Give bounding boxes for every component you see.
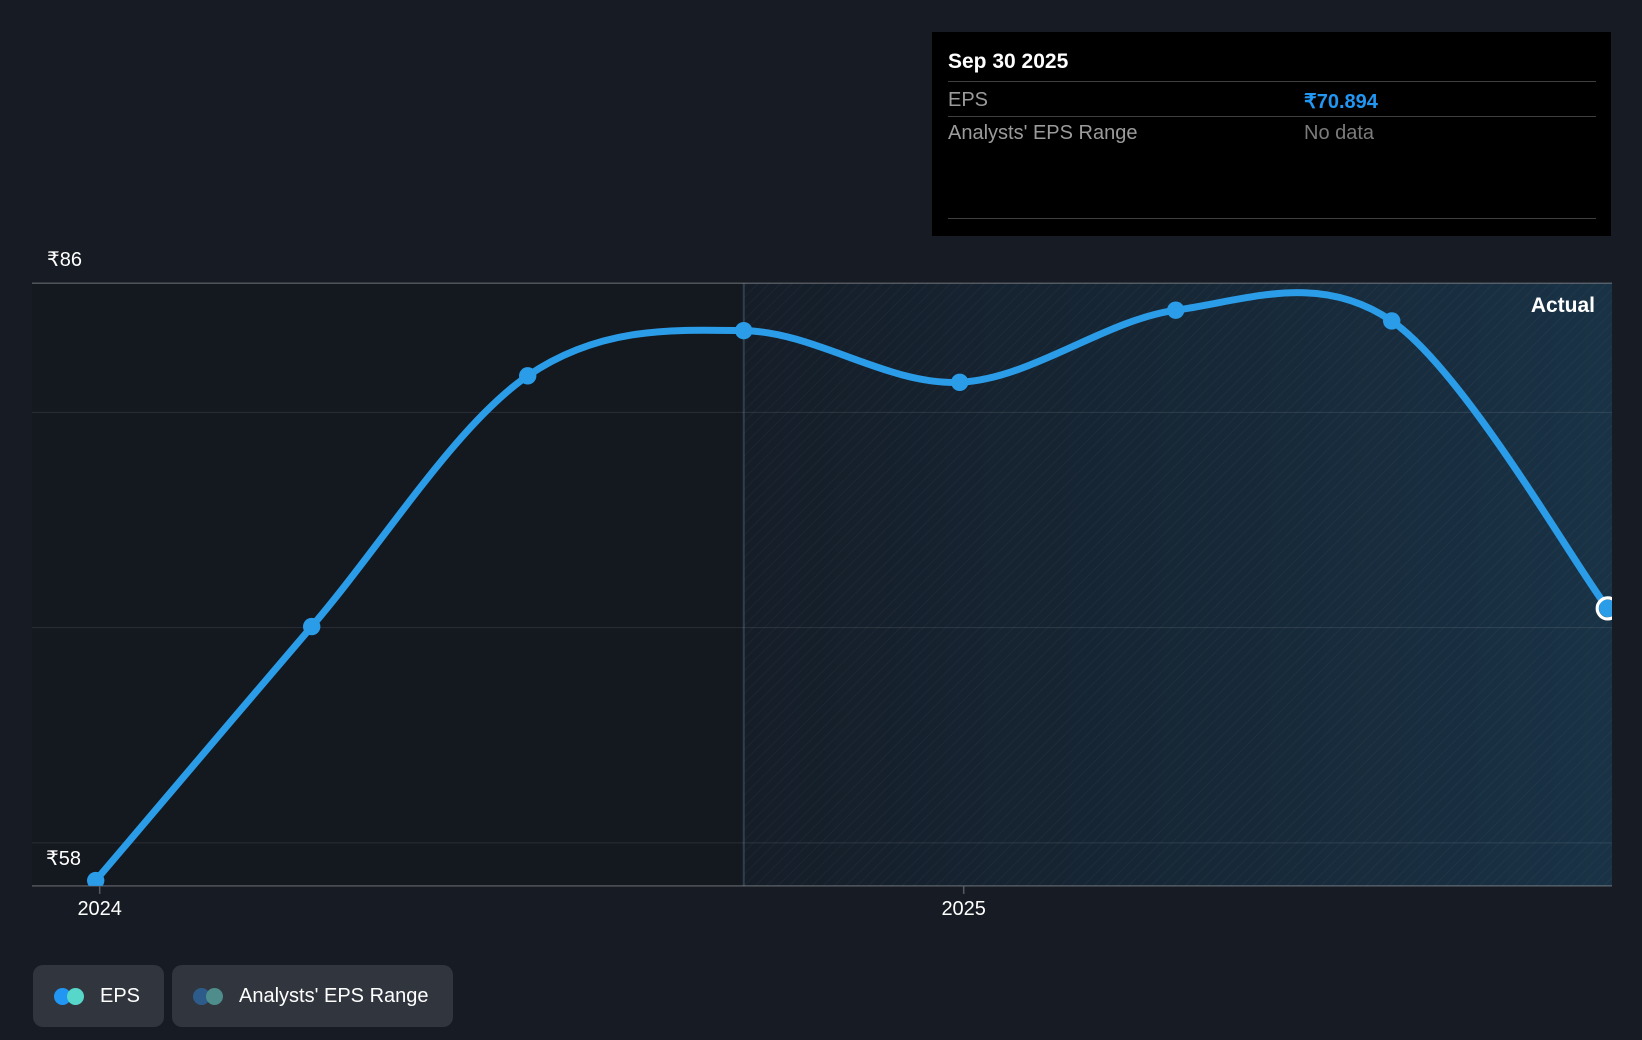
tooltip-divider <box>948 116 1596 117</box>
legend-analysts-range-label: Analysts' EPS Range <box>239 984 429 1007</box>
legend-eps-label: EPS <box>100 984 141 1007</box>
x-axis-label-2025: 2025 <box>941 898 986 920</box>
eps-legend-dot-icon <box>54 987 84 1005</box>
chart-legend: EPS Analysts' EPS Range <box>33 965 453 1027</box>
tooltip-eps-value: ₹70.894 <box>1304 91 1378 113</box>
legend-chip-analysts-eps-range[interactable]: Analysts' EPS Range <box>172 965 453 1027</box>
tooltip-date-title: Sep 30 2025 <box>948 50 1069 73</box>
x-axis-label-2024: 2024 <box>77 898 122 920</box>
actual-region-label: Actual <box>1530 294 1595 317</box>
tooltip-divider <box>948 81 1596 82</box>
analysts-range-legend-dot-icon <box>193 987 224 1005</box>
y-axis-max-label: ₹86 <box>47 249 82 271</box>
y-axis-min-label: ₹58 <box>46 848 81 870</box>
hover-tooltip: Sep 30 2025 EPS ₹70.894 Analysts' EPS Ra… <box>932 32 1611 236</box>
tooltip-divider <box>948 218 1596 219</box>
legend-chip-eps[interactable]: EPS <box>33 965 165 1027</box>
tooltip-range-label: Analysts' EPS Range <box>948 122 1138 144</box>
tooltip-range-value: No data <box>1304 122 1375 144</box>
tooltip-eps-label: EPS <box>948 89 989 111</box>
